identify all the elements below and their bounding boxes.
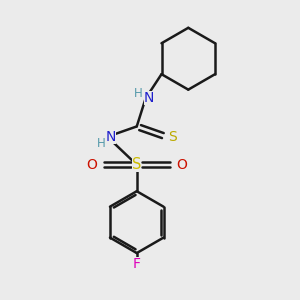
Text: N: N <box>144 92 154 106</box>
Text: S: S <box>132 157 141 172</box>
Text: H: H <box>134 87 142 100</box>
Text: N: N <box>106 130 116 144</box>
Text: O: O <box>176 158 187 172</box>
Text: O: O <box>87 158 98 172</box>
Text: S: S <box>168 130 177 144</box>
Text: F: F <box>133 257 141 271</box>
Text: H: H <box>97 137 106 150</box>
